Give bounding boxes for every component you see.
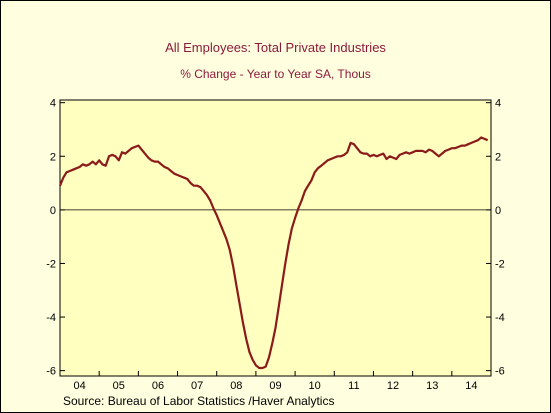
chart-subtitle: % Change - Year to Year SA, Thous [180, 67, 371, 81]
source-note: Source: Bureau of Labor Statistics /Have… [63, 394, 335, 408]
axes-group: -6 -6 -4 -4 -2 -2 0 0 2 2 4 4 04 05 06 07 08 09 10 11 12 13 14 [46, 98, 505, 392]
y-tick-label-right: 0 [495, 205, 501, 217]
x-tick-label: 05 [113, 380, 125, 392]
series-group [58, 136, 489, 370]
y-tick-label-left: -2 [46, 258, 56, 270]
y-tick-label-left: 2 [50, 151, 56, 163]
y-tick-label-right: -2 [495, 258, 505, 270]
x-tick-label: 09 [269, 380, 281, 392]
y-tick-label-right: -4 [495, 312, 505, 324]
x-tick-label: 11 [348, 380, 359, 392]
x-tick-label: 07 [191, 380, 203, 392]
y-tick-label-left: -6 [46, 366, 56, 378]
x-tick-label: 12 [387, 380, 399, 392]
y-tick-label-right: -6 [495, 366, 505, 378]
y-tick-label-right: 2 [495, 151, 501, 163]
series-line [58, 136, 489, 370]
y-tick-label-left: 0 [50, 205, 56, 217]
x-tick-label: 13 [426, 380, 438, 392]
y-tick-label-right: 4 [495, 98, 501, 110]
x-tick-label: 14 [465, 380, 477, 392]
y-tick-label-left: -4 [46, 312, 56, 324]
y-tick-label-left: 4 [50, 98, 56, 110]
plot-area [59, 99, 492, 377]
x-tick-label: 06 [152, 380, 164, 392]
chart-title: All Employees: Total Private Industries [165, 40, 386, 55]
x-tick-label: 04 [73, 380, 85, 392]
x-tick-label: 10 [309, 380, 321, 392]
x-tick-label: 08 [230, 380, 242, 392]
